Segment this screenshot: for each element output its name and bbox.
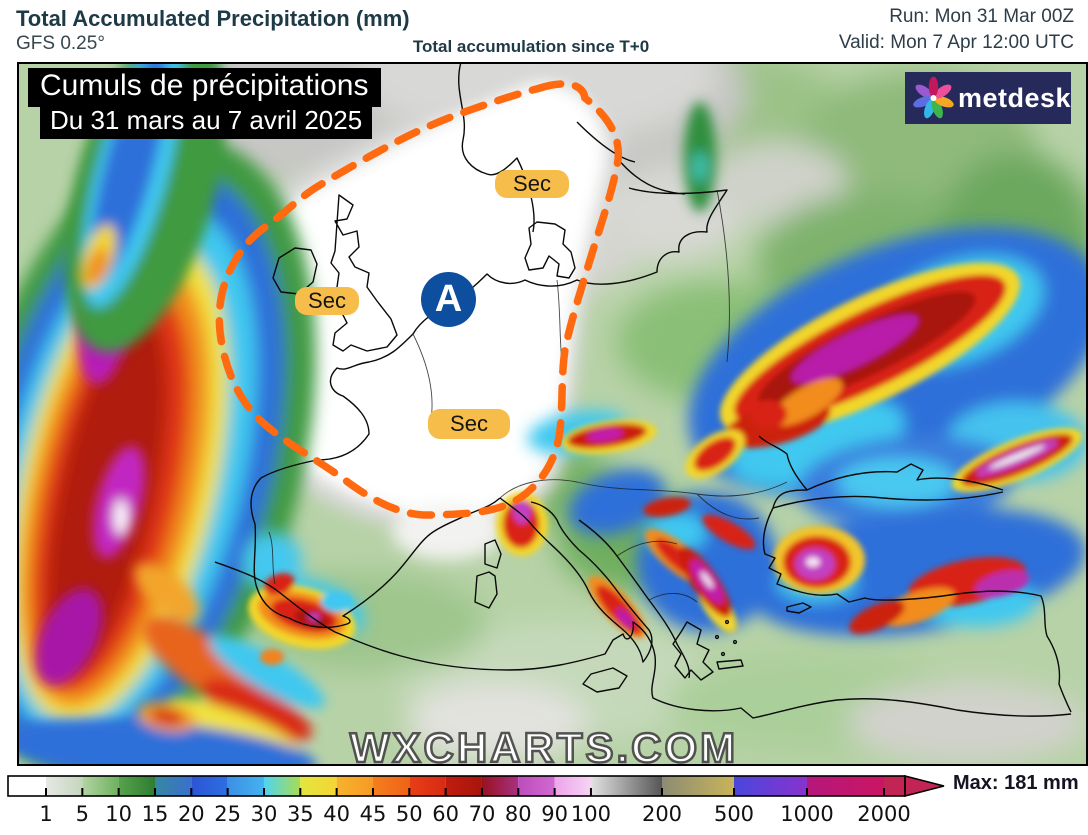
metdesk-logo: metdesk	[905, 72, 1071, 124]
svg-text:90: 90	[541, 802, 568, 826]
valid-time: Valid: Mon 7 Apr 12:00 UTC	[838, 32, 1074, 53]
max-value-label: Max: 181 mm	[953, 772, 1079, 794]
page-title: Total Accumulated Precipitation (mm)	[16, 6, 410, 31]
svg-text:5: 5	[76, 802, 89, 826]
svg-text:25: 25	[214, 802, 241, 826]
map-title-line2: Du 31 mars au 7 avril 2025	[40, 104, 373, 139]
svg-text:500: 500	[714, 802, 754, 826]
svg-text:15: 15	[142, 802, 169, 826]
svg-text:30: 30	[251, 802, 278, 826]
anticyclone-letter: A	[434, 278, 463, 320]
europe-precipitation-map	[17, 62, 1088, 766]
svg-text:1000: 1000	[780, 802, 833, 826]
svg-text:40: 40	[323, 802, 350, 826]
dry-zone-dashed-contour	[215, 80, 623, 519]
svg-text:50: 50	[396, 802, 423, 826]
map-frame	[17, 62, 1088, 766]
wxcharts-watermark: WXCHARTS.COM	[349, 723, 739, 773]
metdesk-logo-text: metdesk	[957, 82, 1071, 113]
svg-text:20: 20	[178, 802, 205, 826]
sec-badge-label: Sec	[513, 171, 551, 196]
precipitation-colorbar: 1 5 10 15 20 25 30 35 40 45 50 60 70 80 90 100 200 500 100…	[7, 775, 945, 826]
svg-text:35: 35	[287, 802, 314, 826]
accumulation-subtitle: Total accumulation since T+0	[412, 37, 650, 56]
svg-text:200: 200	[642, 802, 682, 826]
svg-text:70: 70	[469, 802, 496, 826]
run-valid-info: Run: Mon 31 Mar 00Z Valid: Mon 7 Apr 12:…	[839, 4, 1074, 56]
svg-text:80: 80	[505, 802, 532, 826]
run-time: Run: Mon 31 Mar 00Z	[889, 6, 1074, 27]
map-title-line1: Cumuls de précipitations	[28, 68, 381, 107]
metdesk-pinwheel-icon	[913, 76, 954, 119]
svg-text:10: 10	[105, 802, 132, 826]
model-label: GFS 0.25°	[16, 33, 105, 54]
anticyclone-marker: A	[421, 272, 476, 327]
svg-text:45: 45	[360, 802, 387, 826]
sec-badge-label: Sec	[308, 288, 346, 313]
svg-text:2000: 2000	[857, 802, 910, 826]
sec-badge-france: Sec	[428, 409, 510, 439]
svg-text:100: 100	[571, 802, 611, 826]
svg-text:60: 60	[432, 802, 459, 826]
sec-badge-north-sea: Sec	[495, 170, 569, 198]
svg-text:1: 1	[39, 802, 52, 826]
sec-badge-ireland: Sec	[295, 287, 359, 315]
sec-badge-label: Sec	[450, 411, 488, 436]
